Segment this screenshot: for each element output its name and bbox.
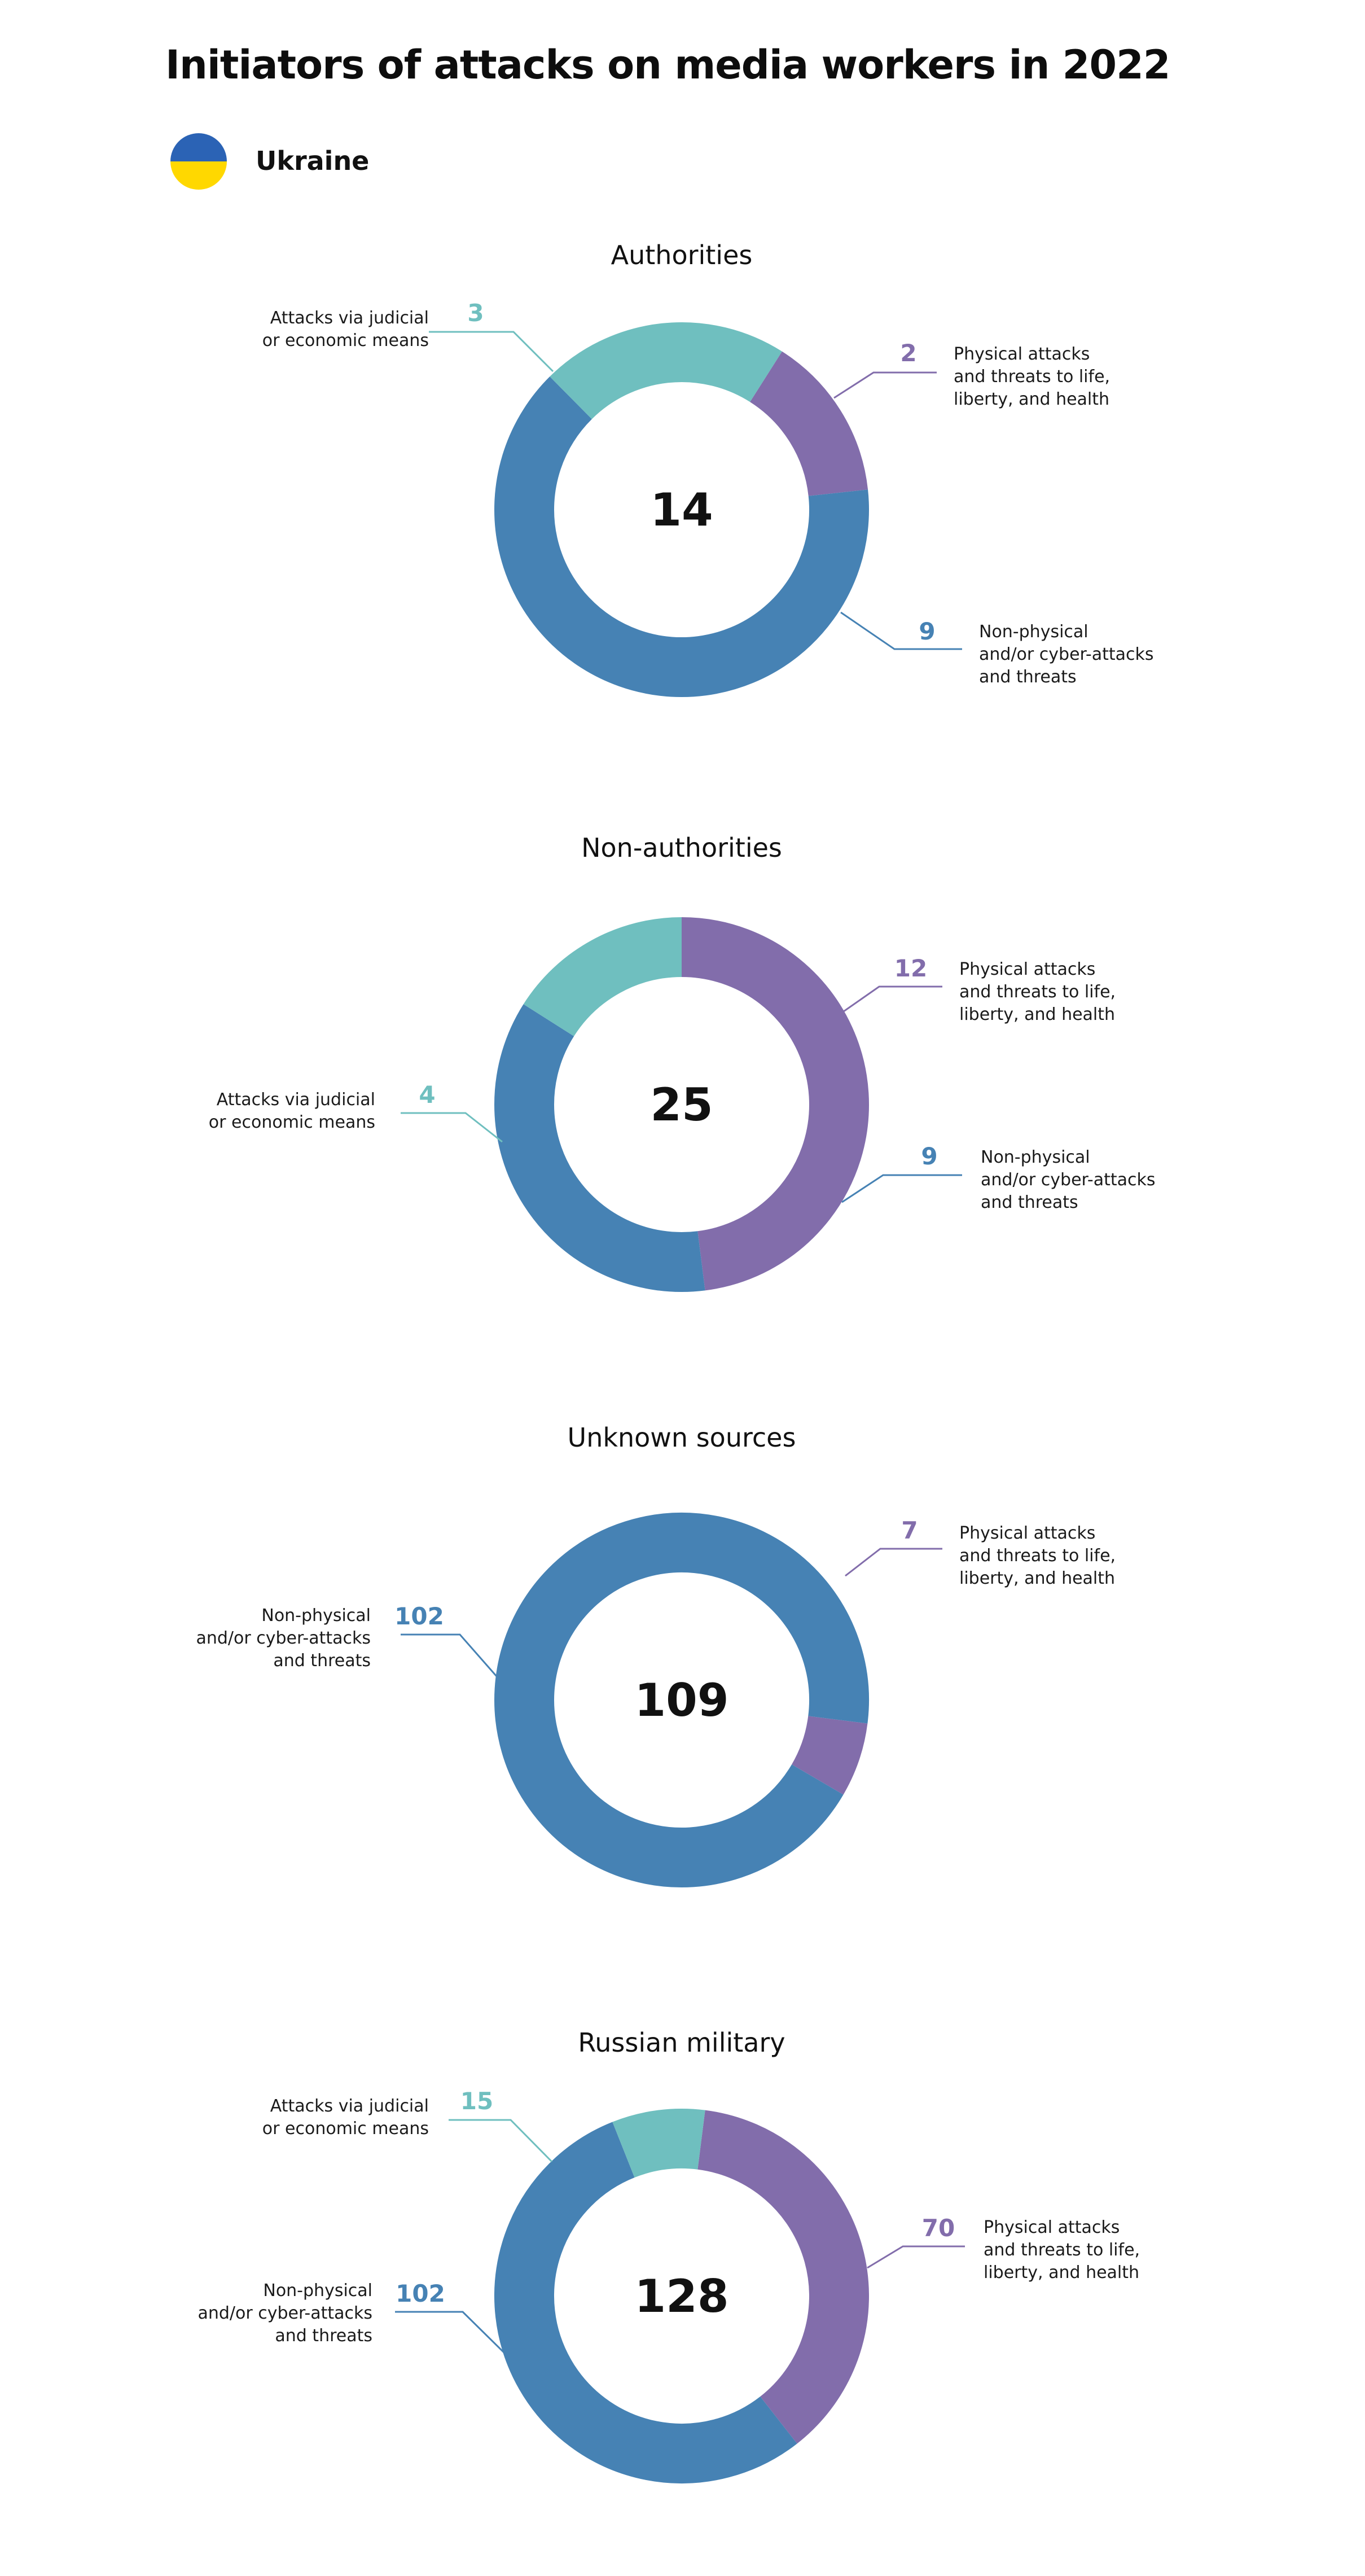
donut-chart: Authorities 14 2 Physical attacks and threat… — [262, 240, 1154, 697]
category-label-nonphysical: and/or cyber-attacks — [979, 645, 1154, 664]
leader-line-judicial — [429, 331, 554, 373]
category-label-nonphysical: and threats — [273, 1651, 371, 1671]
leader-line-physical — [843, 985, 942, 1013]
category-label-physical: and threats to life, — [954, 367, 1110, 387]
leader-line-judicial — [449, 2119, 553, 2163]
donut-segment-physical — [791, 1715, 868, 1795]
value-label-judicial: 3 — [467, 299, 484, 327]
leader-line-physical — [845, 1548, 942, 1577]
leader-line-physical — [867, 2245, 965, 2269]
category-label-physical: Physical attacks — [984, 2218, 1120, 2237]
category-label-physical: liberty, and health — [984, 2263, 1139, 2283]
category-label-physical: Physical attacks — [959, 960, 1095, 979]
category-label-nonphysical: Non-physical — [263, 2281, 372, 2301]
category-label-nonphysical: and threats — [979, 667, 1077, 687]
value-label-nonphysical: 102 — [396, 2280, 445, 2307]
donut-segment-physical — [749, 351, 868, 497]
category-label-judicial: Attacks via judicial — [217, 1090, 375, 1110]
chart-title: Authorities — [611, 240, 753, 270]
value-label-judicial: 15 — [460, 2087, 493, 2115]
flag-bottom-half — [170, 161, 227, 190]
category-label-judicial: or economic means — [262, 331, 429, 351]
category-label-physical: and threats to life, — [959, 982, 1116, 1002]
donut-chart: Russian military 128 70 Physical attacks and… — [197, 2027, 1140, 2483]
leader-line-judicial — [401, 1112, 503, 1143]
donut-segment-judicial — [550, 322, 782, 420]
value-label-nonphysical: 9 — [921, 1142, 937, 1170]
value-label-judicial: 4 — [419, 1081, 435, 1109]
category-label-physical: liberty, and health — [959, 1005, 1115, 1024]
donut-segment-nonphysical — [494, 1004, 705, 1292]
donut-total: 109 — [635, 1674, 729, 1727]
page-title: Initiators of attacks on media workers i… — [165, 42, 1170, 88]
category-label-nonphysical: and/or cyber-attacks — [197, 2303, 372, 2323]
donut-segment-judicial — [523, 917, 683, 1037]
category-label-nonphysical: Non-physical — [981, 1147, 1090, 1167]
flag-top-half — [170, 133, 227, 161]
category-label-nonphysical: and threats — [981, 1193, 1078, 1212]
donut-segment-judicial — [612, 2109, 705, 2178]
category-label-nonphysical: and/or cyber-attacks — [196, 1628, 371, 1648]
category-label-judicial: Attacks via judicial — [270, 2096, 429, 2116]
donut-segment-nonphysical — [494, 2122, 797, 2483]
category-label-nonphysical: Non-physical — [261, 1606, 371, 1626]
chart-title: Unknown sources — [568, 1422, 796, 1453]
donut-chart: Non-authorities 25 12 Physical attacks and t… — [209, 833, 1156, 1292]
donut-segment-nonphysical — [494, 1513, 869, 1887]
category-label-nonphysical: and/or cyber-attacks — [981, 1170, 1156, 1190]
category-label-physical: and threats to life, — [984, 2240, 1140, 2260]
ukraine-flag-icon — [170, 133, 227, 190]
value-label-physical: 7 — [901, 1517, 918, 1544]
category-label-physical: liberty, and health — [954, 389, 1109, 409]
donut-total: 25 — [650, 1079, 713, 1131]
country-name: Ukraine — [256, 146, 370, 176]
donut-segment-physical — [681, 917, 869, 1291]
chart-title: Non-authorities — [581, 833, 782, 863]
leader-line-nonphysical — [841, 1174, 962, 1203]
leader-line-nonphysical — [840, 611, 962, 650]
category-label-nonphysical: Non-physical — [979, 622, 1089, 642]
category-label-judicial: or economic means — [209, 1112, 375, 1132]
donut-total: 14 — [650, 484, 713, 536]
category-label-physical: and threats to life, — [959, 1546, 1116, 1566]
value-label-physical: 70 — [922, 2214, 955, 2242]
chart-title: Russian military — [578, 2027, 785, 2058]
category-label-judicial: Attacks via judicial — [270, 308, 429, 328]
value-label-nonphysical: 102 — [394, 1602, 444, 1630]
donut-segment-nonphysical — [494, 376, 869, 697]
donut-segment-physical — [697, 2110, 869, 2444]
value-label-physical: 12 — [894, 954, 927, 982]
category-label-physical: Physical attacks — [959, 1523, 1095, 1543]
category-label-physical: liberty, and health — [959, 1569, 1115, 1588]
leader-line-physical — [833, 371, 937, 399]
leader-line-nonphysical — [395, 2311, 505, 2354]
donut-chart: Unknown sources 109 7 Physical attacks and t… — [196, 1422, 1116, 1887]
value-label-physical: 2 — [900, 339, 916, 367]
value-label-nonphysical: 9 — [919, 617, 935, 645]
category-label-physical: Physical attacks — [954, 344, 1090, 364]
leader-line-nonphysical — [401, 1633, 498, 1677]
category-label-nonphysical: and threats — [275, 2326, 372, 2346]
donut-total: 128 — [635, 2270, 729, 2323]
category-label-judicial: or economic means — [262, 2119, 429, 2139]
